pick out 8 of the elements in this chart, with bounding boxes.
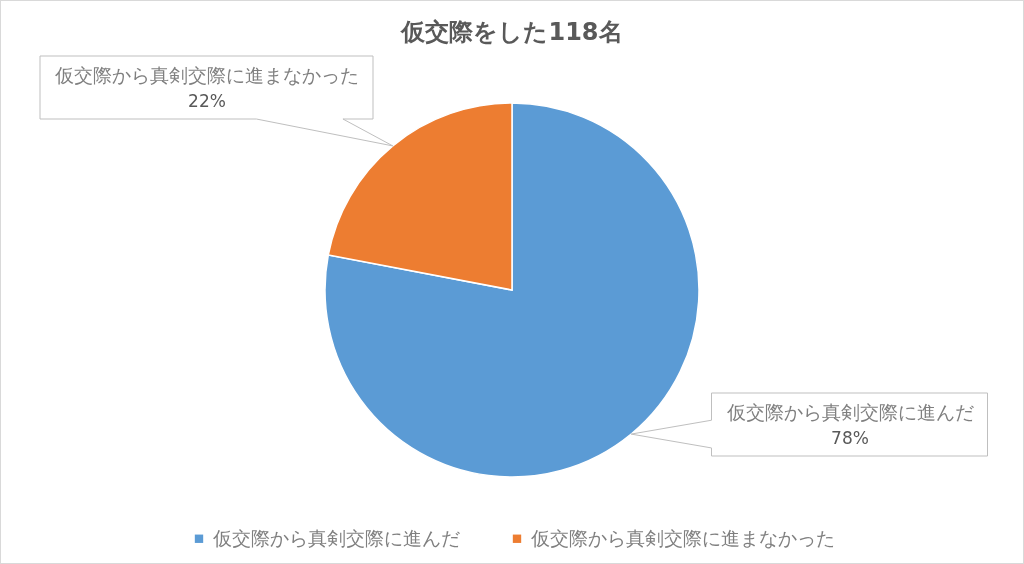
legend-label: 仮交際から真剣交際に進まなかった <box>529 526 835 549</box>
slice-label: 仮交際から真剣交際に進まなかった <box>54 64 359 86</box>
data-label: 78% <box>831 428 869 448</box>
chart-title: 仮交際をした118名 <box>400 18 623 46</box>
pie-slice <box>324 102 700 478</box>
legend-label: 仮交際から真剣交際に進んだ <box>211 526 460 549</box>
slice-label: 仮交際から真剣交際に進んだ <box>725 401 974 423</box>
data-label: 22% <box>188 91 226 111</box>
